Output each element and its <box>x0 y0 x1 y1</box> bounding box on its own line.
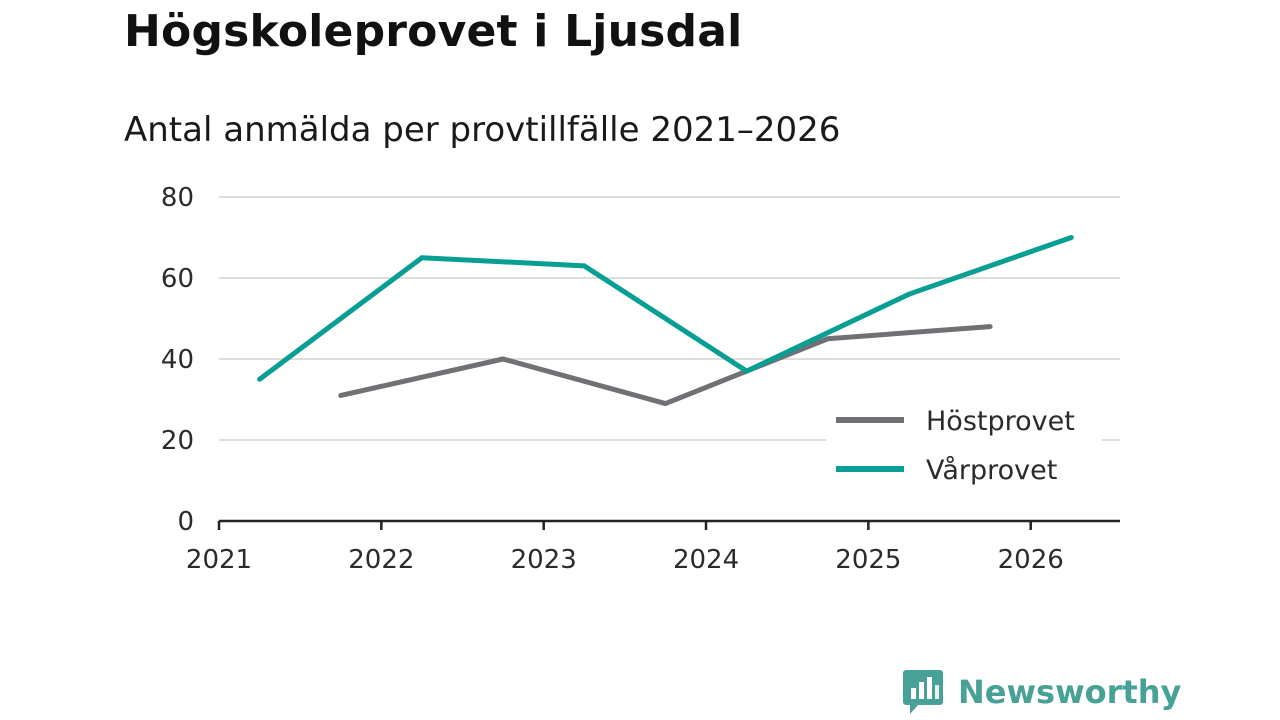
y-tick-label-80: 80 <box>161 183 194 213</box>
data-point-varprovet-2 <box>581 263 587 269</box>
data-point-varprovet-1 <box>419 255 425 261</box>
y-tick-label-60: 60 <box>161 264 194 294</box>
y-tick-label-20: 20 <box>161 426 194 456</box>
data-point-varprovet-4 <box>906 291 912 297</box>
axes: 0 20 40 60 80 2021 2022 2023 2024 2025 2026 <box>161 183 1120 575</box>
data-point-varprovet-5 <box>1068 235 1074 240</box>
legend: Höstprovet Vårprovet <box>826 398 1102 496</box>
data-point-hostprovet-2 <box>662 401 668 407</box>
chart-subtitle: Antal anmälda per provtillfälle 2021–202… <box>124 110 841 150</box>
data-point-hostprovet-4 <box>987 324 993 330</box>
x-tick-label-2021: 2021 <box>186 545 252 575</box>
brand-logo: Newsworthy <box>902 668 1181 716</box>
series-line-varprovet <box>258 235 1073 382</box>
x-tick-label-2023: 2023 <box>511 545 577 575</box>
x-tick-label-2022: 2022 <box>348 545 414 575</box>
data-point-varprovet-3 <box>744 368 750 374</box>
data-point-hostprovet-3 <box>825 336 831 342</box>
series-lines <box>257 235 1074 407</box>
legend-label-varprovet: Vårprovet <box>926 455 1057 486</box>
y-tick-label-0: 0 <box>177 507 194 537</box>
data-point-varprovet-0 <box>257 376 263 382</box>
x-tick-label-2025: 2025 <box>835 545 901 575</box>
x-tick-label-2026: 2026 <box>998 545 1064 575</box>
x-tick-label-2024: 2024 <box>673 545 739 575</box>
series-line-hostprovet <box>340 324 991 407</box>
data-point-hostprovet-1 <box>500 356 506 362</box>
brand-name: Newsworthy <box>958 673 1182 711</box>
legend-label-hostprovet: Höstprovet <box>926 406 1075 437</box>
bar-chart-speech-bubble-icon <box>903 670 943 714</box>
chart-title: Högskoleprovet i Ljusdal <box>124 6 743 57</box>
data-point-hostprovet-0 <box>338 392 344 398</box>
legend-background <box>826 398 1102 496</box>
y-tick-label-40: 40 <box>161 345 194 375</box>
